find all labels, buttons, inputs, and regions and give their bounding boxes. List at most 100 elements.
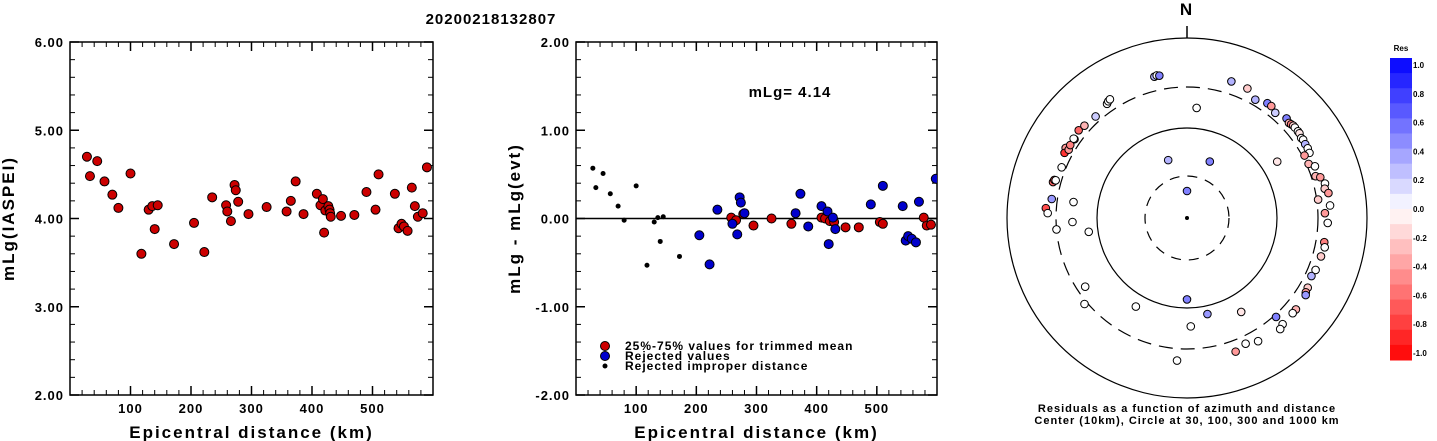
y-tick-label: 4.00	[35, 212, 64, 227]
residual-point	[1241, 339, 1250, 349]
data-point	[657, 238, 663, 244]
residual-point	[1051, 176, 1060, 185]
data-point	[152, 200, 163, 211]
residual-point	[1091, 112, 1100, 121]
y-axis-label: mLg - mLg(evt)	[505, 143, 524, 294]
data-point	[92, 156, 103, 167]
colorbar-swatch	[1390, 344, 1412, 361]
data-point	[877, 218, 888, 229]
data-point	[199, 247, 210, 258]
colorbar-swatch	[1390, 163, 1412, 180]
caption-line-2: Center (10km), Circle at 30, 100, 300 an…	[1034, 415, 1339, 427]
data-point	[125, 168, 136, 179]
residual-point	[1231, 347, 1240, 356]
data-point	[225, 216, 236, 227]
data-point	[389, 188, 400, 199]
residual-vs-distance-panel: -2.00 -1.00 0.00 1.00 2.00 100 200 300 400 500 Epi…	[505, 35, 938, 441]
ring-100km	[1096, 127, 1278, 309]
data-point	[621, 217, 627, 223]
data-point	[704, 259, 715, 270]
residual-point	[1313, 195, 1323, 204]
data-point	[735, 197, 746, 208]
colorbar-swatch	[1390, 239, 1412, 255]
residual-point	[1243, 84, 1252, 93]
x-tick-label: 400	[300, 401, 325, 416]
residual-point	[1300, 151, 1309, 160]
y-tick-label: 6.00	[35, 35, 64, 50]
colorbar-tick-label: 1.0	[1413, 61, 1425, 70]
y-tick-label: 3.00	[35, 300, 64, 315]
residual-point	[1316, 252, 1326, 261]
data-point	[370, 204, 381, 215]
data-point	[930, 173, 937, 184]
colorbar-swatch	[1390, 73, 1412, 89]
legend-marker	[602, 363, 608, 369]
data-point	[865, 199, 876, 210]
residual-point	[1047, 194, 1057, 204]
colorbar-swatch	[1390, 103, 1412, 119]
colorbar-swatch	[1390, 254, 1412, 270]
data-point	[298, 209, 309, 220]
colorbar-swatch	[1390, 133, 1412, 150]
legend-label: Rejected values	[625, 349, 731, 363]
magnitude-vs-distance-panel: 2.00 3.00 4.00 5.00 6.00 100 200 300 400 500 Epice…	[0, 35, 434, 441]
legend-label: 25%-75% values for trimmed mean	[625, 339, 853, 353]
residual-point	[1325, 201, 1335, 210]
residual-point	[1080, 121, 1089, 130]
colorbar-swatch	[1390, 88, 1412, 104]
residual-point	[1324, 188, 1333, 198]
data-point	[655, 215, 661, 221]
residual-point	[1155, 71, 1164, 80]
data-point	[349, 209, 360, 220]
data-point	[766, 213, 777, 224]
residual-point	[1253, 336, 1263, 346]
residual-point	[1311, 265, 1320, 275]
ring-30km	[1144, 175, 1230, 261]
data-point	[136, 248, 147, 259]
colorbar-tick-label: 0.4	[1413, 147, 1425, 156]
y-tick-label: 5.00	[35, 123, 64, 138]
y-tick-label: 2.00	[541, 35, 570, 50]
y-tick-label: -1.00	[535, 300, 570, 315]
data-point	[739, 208, 750, 219]
data-point	[207, 192, 218, 203]
data-point	[694, 230, 705, 241]
data-point	[406, 182, 417, 193]
residual-point	[1080, 282, 1090, 291]
data-point	[822, 206, 833, 217]
residual-point	[1270, 108, 1280, 118]
colorbar-tick-label: 0.8	[1413, 90, 1425, 99]
data-point	[615, 203, 621, 209]
data-point	[336, 210, 347, 221]
colorbar-swatch	[1390, 314, 1412, 331]
colorbar-swatch	[1390, 193, 1412, 210]
data-point	[651, 219, 657, 225]
data-point	[319, 227, 330, 238]
data-point	[823, 239, 834, 250]
residual-point	[1057, 163, 1066, 172]
x-tick-label: 200	[684, 401, 709, 416]
mlg-annotation: mLg= 4.14	[749, 84, 832, 101]
residual-point	[1080, 299, 1089, 309]
residual-point	[1182, 295, 1192, 304]
data-point	[281, 206, 292, 217]
data-point	[633, 183, 639, 189]
data-point	[373, 169, 384, 180]
residual-point	[1074, 125, 1083, 135]
residual-point	[1275, 324, 1285, 334]
data-point	[417, 208, 428, 219]
colorbar-tick-label: -0.2	[1413, 234, 1427, 243]
data-point	[230, 185, 241, 196]
data-point	[243, 209, 254, 220]
data-point	[830, 224, 841, 235]
residual-point	[1316, 172, 1325, 182]
colorbar-tick-label: -0.8	[1413, 320, 1427, 329]
north-label: N	[1180, 0, 1194, 19]
colorbar-title: Res	[1394, 44, 1409, 53]
data-point	[285, 195, 296, 206]
plot-frame	[69, 41, 434, 396]
y-tick-label: -2.00	[535, 388, 570, 403]
data-point	[290, 176, 301, 187]
data-point	[317, 194, 328, 205]
